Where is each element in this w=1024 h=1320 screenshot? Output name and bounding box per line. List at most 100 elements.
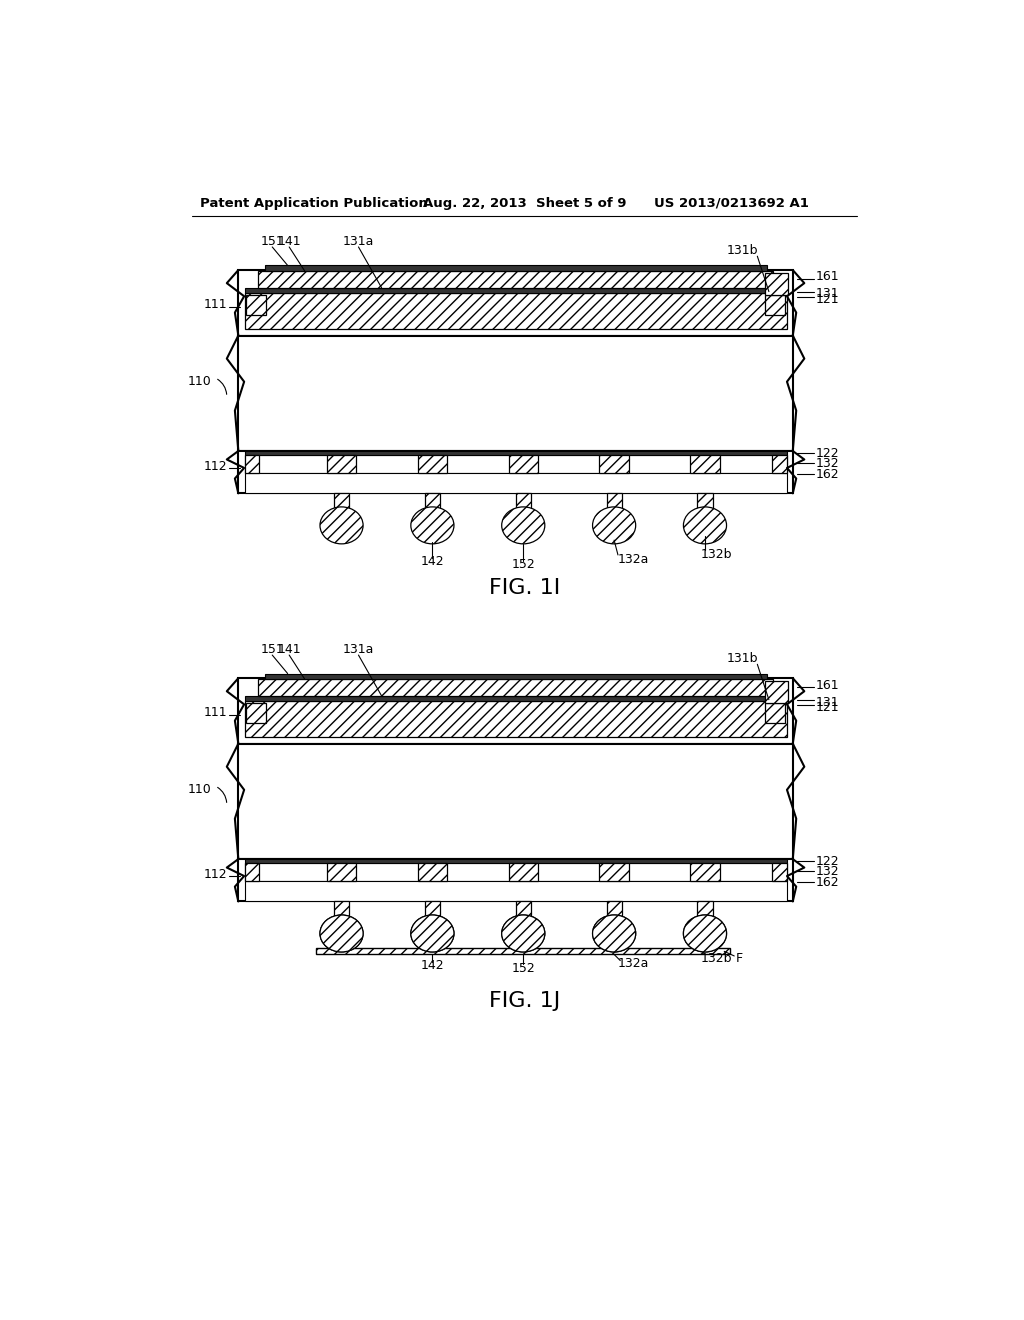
- Bar: [245, 863, 786, 880]
- Text: 142: 142: [421, 554, 444, 568]
- Text: 152: 152: [511, 962, 536, 974]
- Bar: [239, 743, 793, 859]
- Bar: [258, 271, 773, 288]
- Bar: [606, 494, 622, 508]
- Ellipse shape: [683, 915, 727, 952]
- Text: 152: 152: [511, 558, 536, 572]
- Bar: [245, 880, 786, 902]
- Bar: [425, 902, 440, 917]
- Bar: [690, 863, 720, 880]
- Bar: [264, 673, 767, 678]
- Bar: [334, 902, 349, 917]
- Bar: [425, 494, 440, 508]
- Text: 132b: 132b: [701, 548, 732, 561]
- Text: 121: 121: [816, 701, 840, 714]
- Bar: [697, 494, 713, 508]
- Text: 112: 112: [203, 869, 226, 880]
- Bar: [599, 455, 629, 473]
- Text: 161: 161: [816, 271, 840, 284]
- Ellipse shape: [319, 507, 364, 544]
- Bar: [239, 859, 793, 902]
- Bar: [264, 265, 767, 271]
- Bar: [246, 702, 266, 723]
- Text: 142: 142: [421, 960, 444, 973]
- Ellipse shape: [593, 507, 636, 544]
- Text: 131a: 131a: [343, 643, 374, 656]
- Bar: [327, 455, 356, 473]
- Text: 112: 112: [203, 459, 226, 473]
- Bar: [765, 294, 785, 314]
- Bar: [418, 863, 447, 880]
- Text: 131a: 131a: [343, 235, 374, 248]
- Bar: [697, 902, 713, 917]
- Text: 122: 122: [816, 446, 840, 459]
- Ellipse shape: [593, 915, 636, 952]
- Bar: [509, 455, 538, 473]
- Text: 132b: 132b: [701, 952, 732, 965]
- Bar: [772, 455, 786, 473]
- Ellipse shape: [593, 915, 636, 952]
- Bar: [245, 701, 786, 738]
- Text: 110: 110: [187, 783, 211, 796]
- Text: Aug. 22, 2013  Sheet 5 of 9: Aug. 22, 2013 Sheet 5 of 9: [423, 197, 627, 210]
- Text: Patent Application Publication: Patent Application Publication: [200, 197, 428, 210]
- Text: 131: 131: [816, 696, 840, 709]
- Bar: [245, 288, 786, 293]
- Bar: [418, 455, 447, 473]
- Text: 132a: 132a: [617, 553, 649, 566]
- Bar: [690, 455, 720, 473]
- Ellipse shape: [683, 507, 727, 544]
- Bar: [246, 294, 266, 314]
- Ellipse shape: [502, 915, 545, 952]
- Bar: [245, 859, 786, 863]
- Bar: [245, 293, 786, 330]
- Text: 122: 122: [816, 855, 840, 869]
- Text: 141: 141: [278, 643, 301, 656]
- Bar: [245, 451, 786, 455]
- Bar: [765, 273, 788, 294]
- Text: 132: 132: [816, 457, 840, 470]
- Text: 111: 111: [203, 706, 226, 719]
- Text: 111: 111: [203, 298, 226, 312]
- Text: 131b: 131b: [726, 652, 758, 665]
- Text: F: F: [736, 952, 742, 965]
- Bar: [239, 678, 793, 743]
- Ellipse shape: [683, 915, 727, 952]
- Ellipse shape: [411, 915, 454, 952]
- Text: FIG. 1I: FIG. 1I: [489, 578, 560, 598]
- Text: 151: 151: [260, 643, 284, 656]
- Bar: [239, 271, 793, 335]
- Bar: [765, 702, 785, 723]
- Bar: [245, 455, 259, 473]
- Bar: [334, 494, 349, 508]
- Text: 132: 132: [816, 865, 840, 878]
- Bar: [245, 696, 786, 701]
- Bar: [516, 902, 530, 917]
- Text: 141: 141: [278, 235, 301, 248]
- Bar: [516, 494, 530, 508]
- Ellipse shape: [319, 915, 364, 952]
- Bar: [245, 455, 786, 473]
- Text: 131: 131: [816, 288, 840, 301]
- Bar: [316, 948, 730, 954]
- Text: 121: 121: [816, 293, 840, 306]
- Bar: [772, 863, 786, 880]
- Bar: [509, 863, 538, 880]
- Ellipse shape: [502, 507, 545, 544]
- Ellipse shape: [411, 915, 454, 952]
- Text: 162: 162: [816, 875, 840, 888]
- Text: 162: 162: [816, 467, 840, 480]
- Bar: [599, 863, 629, 880]
- Bar: [239, 335, 793, 451]
- Bar: [258, 678, 773, 696]
- Text: 132a: 132a: [617, 957, 649, 970]
- Bar: [765, 681, 788, 702]
- Text: 161: 161: [816, 678, 840, 692]
- Text: 151: 151: [260, 235, 284, 248]
- Bar: [245, 473, 786, 494]
- Ellipse shape: [411, 507, 454, 544]
- Ellipse shape: [502, 915, 545, 952]
- Ellipse shape: [319, 915, 364, 952]
- Bar: [327, 863, 356, 880]
- Bar: [245, 863, 259, 880]
